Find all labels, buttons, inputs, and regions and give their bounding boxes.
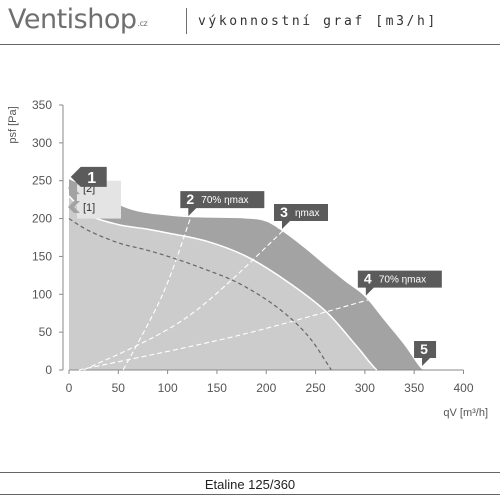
brand-logo[interactable]: Ventishop.cz xyxy=(8,4,148,35)
y-tick-label-300: 300 xyxy=(32,136,52,150)
marker-5-box xyxy=(414,341,437,367)
point-arrow-2 xyxy=(68,182,80,195)
y-tick-label-200: 200 xyxy=(32,212,52,226)
x-tick-label-150: 150 xyxy=(207,381,227,395)
x-tick-label-300: 300 xyxy=(355,381,375,395)
point-arrow-1 xyxy=(68,201,80,213)
marker-4-number: 4 xyxy=(364,271,372,287)
marker-4-sublabel: 70% ηmax xyxy=(379,275,426,286)
marker-4-box xyxy=(357,270,442,296)
marker-5-number: 5 xyxy=(420,341,428,357)
x-tick-label-200: 200 xyxy=(256,381,276,395)
y-axis-label: psf [Pa] xyxy=(7,106,19,143)
x-tick-label-350: 350 xyxy=(404,381,424,395)
marker-3-number: 3 xyxy=(280,204,288,220)
brand-name: Ventishop xyxy=(8,4,137,35)
header-divider xyxy=(186,8,187,34)
model-name: Etaline 125/360 xyxy=(204,477,296,492)
marker-2-number: 2 xyxy=(186,191,194,207)
marker-3-sublabel: ηmax xyxy=(295,208,319,219)
marker-1-number: 1 xyxy=(87,170,96,187)
y-tick-label-250: 250 xyxy=(32,174,52,188)
curve-2 xyxy=(68,195,378,371)
x-tick-label-100: 100 xyxy=(158,381,178,395)
marker-1-box xyxy=(70,166,107,187)
y-tick-label-150: 150 xyxy=(32,249,52,263)
operating-region-3 xyxy=(69,218,332,370)
efficiency-line-2 xyxy=(122,218,191,371)
brand-suffix: .cz xyxy=(137,19,148,28)
y-tick-label-350: 350 xyxy=(32,98,52,112)
page-title: výkonnostní graf [m3/h] xyxy=(198,14,438,29)
header: Ventishop.cz výkonnostní graf [m3/h] xyxy=(0,0,500,42)
y-tick-label-50: 50 xyxy=(39,325,53,339)
x-tick-label-0: 0 xyxy=(66,381,73,395)
footer-rule-bottom xyxy=(0,494,500,495)
marker-2-sublabel: 70% ηmax xyxy=(201,195,248,206)
point-label-1: [1] xyxy=(83,202,95,214)
x-tick-label-400: 400 xyxy=(453,381,473,395)
y-tick-label-100: 100 xyxy=(32,287,52,301)
efficiency-line-3 xyxy=(83,225,289,371)
x-axis-label: qV [m³/h] xyxy=(443,407,488,419)
footer-rule-top xyxy=(0,472,500,473)
efficiency-line-4 xyxy=(78,297,375,371)
y-tick-label-0: 0 xyxy=(45,363,52,377)
point-label-box xyxy=(77,180,121,219)
x-tick-label-50: 50 xyxy=(112,381,126,395)
marker-3-box xyxy=(274,204,329,230)
x-tick-label-250: 250 xyxy=(306,381,326,395)
header-rule xyxy=(0,44,500,45)
curve-1 xyxy=(68,218,332,371)
marker-2-box xyxy=(180,191,265,217)
